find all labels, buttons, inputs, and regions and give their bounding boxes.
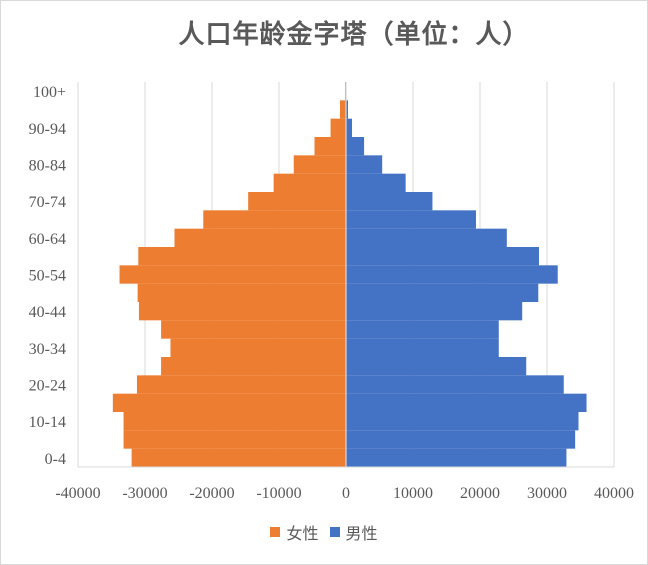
bar-male-5-9 <box>346 430 576 449</box>
bar-male-80-84 <box>346 155 383 174</box>
bar-male-55-59 <box>346 247 539 266</box>
x-tick-label: -30000 <box>122 485 167 502</box>
bar-male-35-39 <box>346 320 499 339</box>
legend: 女性 男性 <box>0 520 648 544</box>
y-tick-label: 90-94 <box>29 121 66 138</box>
bar-female-15-19 <box>112 393 346 412</box>
chart-title: 人口年龄金字塔（单位：人） <box>178 20 530 50</box>
bar-male-25-29 <box>346 357 527 376</box>
x-tick-label: 30000 <box>527 485 567 502</box>
x-tick-label: -20000 <box>189 485 234 502</box>
x-tick-label: 20000 <box>460 485 500 502</box>
y-tick-label: 40-44 <box>29 304 66 321</box>
bar-male-50-54 <box>346 265 558 284</box>
bar-female-10-14 <box>123 412 346 431</box>
bar-female-70-74 <box>248 192 346 211</box>
x-tick-label: -40000 <box>55 485 100 502</box>
bar-female-60-64 <box>174 228 346 247</box>
bar-female-35-39 <box>161 320 346 339</box>
y-tick-label: 70-74 <box>29 194 66 211</box>
bar-female-25-29 <box>161 357 346 376</box>
bar-female-50-54 <box>119 265 346 284</box>
x-tick-label: 0 <box>342 485 350 502</box>
y-tick-label: 30-34 <box>29 341 66 358</box>
bar-male-10-14 <box>346 412 579 431</box>
bar-male-30-34 <box>346 338 499 357</box>
legend-label-male: 男性 <box>345 524 378 543</box>
bar-male-0-4 <box>346 448 567 467</box>
bar-female-85-89 <box>314 137 346 156</box>
bar-male-75-79 <box>346 173 406 192</box>
y-tick-label: 80-84 <box>29 158 66 175</box>
bar-female-75-79 <box>273 173 346 192</box>
bar-female-45-49 <box>137 283 346 302</box>
bar-male-65-69 <box>346 210 476 229</box>
bar-male-60-64 <box>346 228 507 247</box>
bar-male-90-94 <box>346 118 353 137</box>
bar-male-45-49 <box>346 283 539 302</box>
y-tick-label: 0-4 <box>45 451 66 468</box>
x-tick-label: 10000 <box>393 485 433 502</box>
y-tick-label: 60-64 <box>29 231 66 248</box>
bar-female-40-44 <box>138 302 346 321</box>
bar-female-0-4 <box>131 448 346 467</box>
bar-female-95-99 <box>339 100 346 119</box>
y-tick-label: 100+ <box>33 84 66 101</box>
bar-male-95-99 <box>346 100 349 119</box>
bar-female-90-94 <box>330 118 346 137</box>
y-tick-label: 20-24 <box>29 378 66 395</box>
legend-item-female: 女性 <box>270 520 318 544</box>
legend-label-female: 女性 <box>286 524 319 543</box>
bar-female-30-34 <box>170 338 346 357</box>
y-tick-label: 10-14 <box>29 414 66 431</box>
bar-female-65-69 <box>203 210 346 229</box>
legend-swatch-female <box>270 527 281 537</box>
bar-male-40-44 <box>346 302 523 321</box>
legend-item-male: 男性 <box>329 520 378 544</box>
bar-female-20-24 <box>136 375 346 394</box>
y-tick-label: 50-54 <box>29 268 66 285</box>
bar-female-55-59 <box>138 247 346 266</box>
x-tick-label: -10000 <box>256 485 301 502</box>
bar-female-5-9 <box>123 430 346 449</box>
bar-male-85-89 <box>346 137 365 156</box>
x-tick-label: 40000 <box>594 485 634 502</box>
legend-swatch-male <box>329 527 340 537</box>
bar-male-15-19 <box>346 393 587 412</box>
bar-male-20-24 <box>346 375 564 394</box>
bar-male-70-74 <box>346 192 433 211</box>
bar-female-80-84 <box>293 155 346 174</box>
